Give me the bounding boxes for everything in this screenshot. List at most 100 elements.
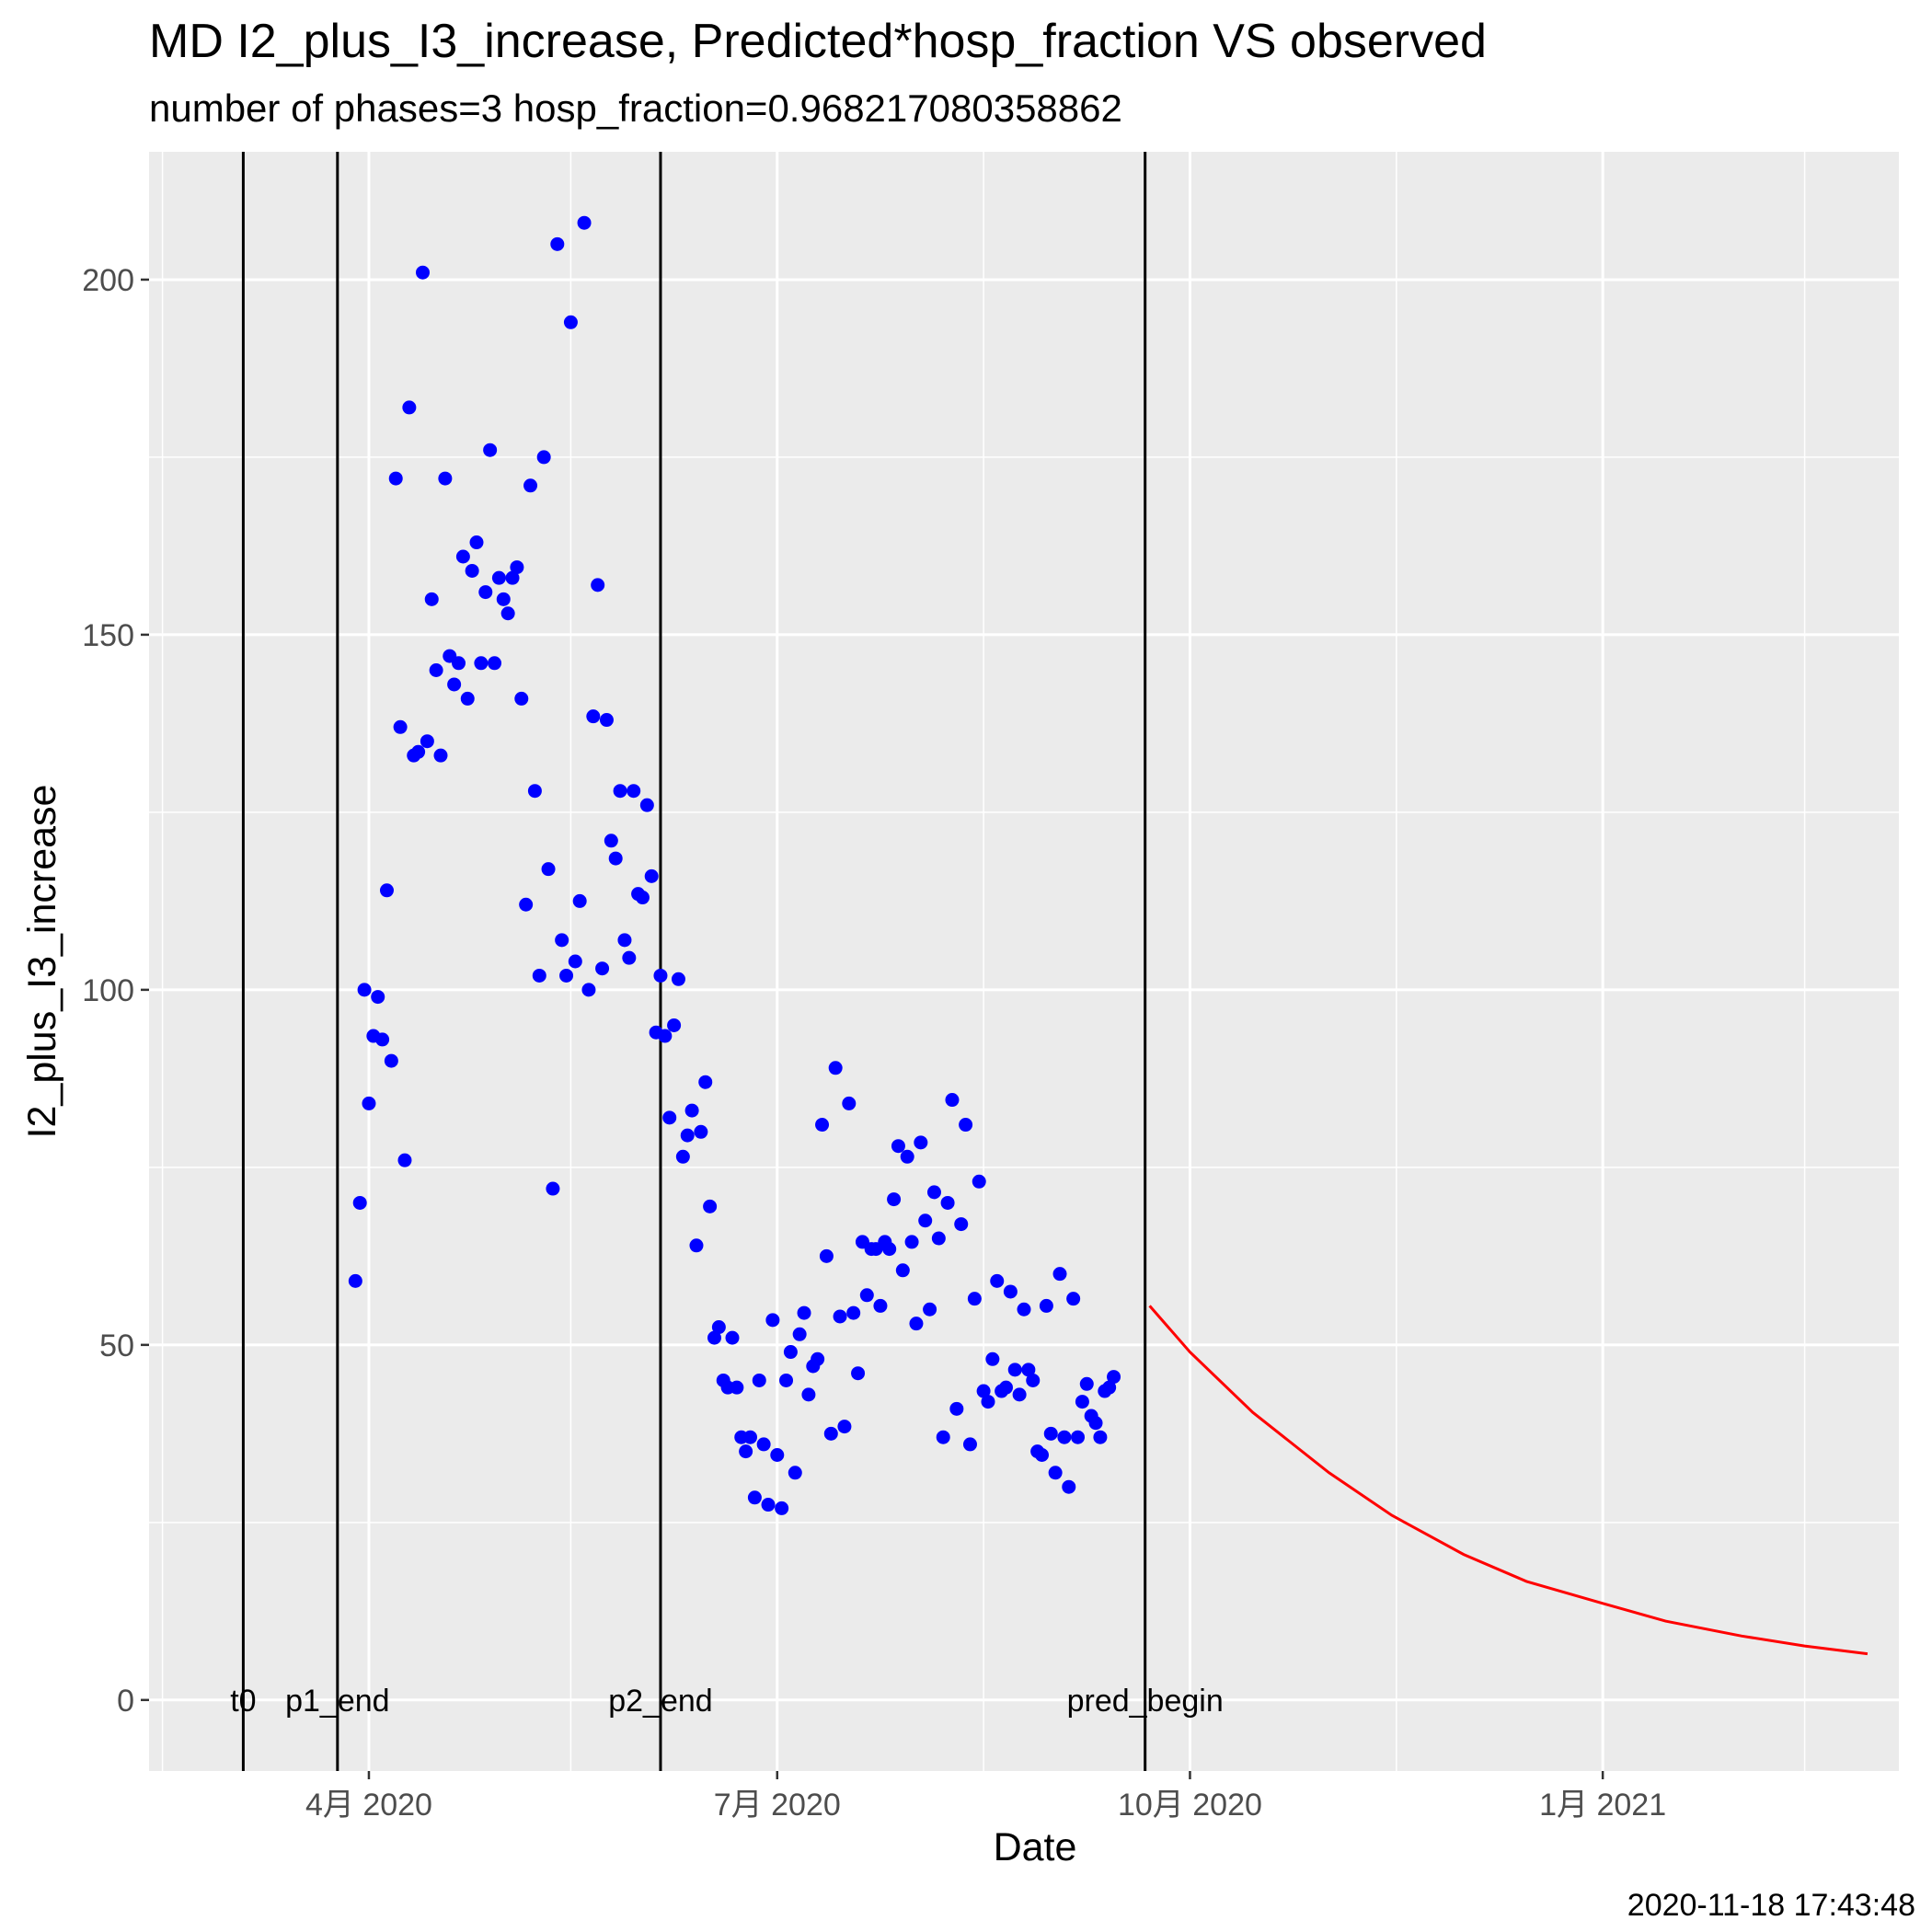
observed-point <box>792 1327 807 1341</box>
observed-point <box>931 1231 946 1246</box>
y-tick-label: 200 <box>82 263 134 298</box>
observed-point <box>765 1313 780 1328</box>
observed-point <box>926 1185 941 1200</box>
observed-point <box>837 1420 852 1434</box>
observed-point <box>348 1273 362 1288</box>
observed-point <box>761 1498 776 1512</box>
observed-point <box>703 1199 718 1213</box>
observed-point <box>424 592 439 606</box>
observed-point <box>730 1380 744 1395</box>
observed-point <box>959 1118 973 1133</box>
observed-point <box>438 471 453 486</box>
observed-point <box>357 983 372 997</box>
observed-point <box>591 578 605 592</box>
observed-point <box>1026 1373 1041 1387</box>
vertical-lines: t0 p1_end p2_end pred_begin <box>230 152 1224 1771</box>
observed-point <box>1048 1466 1063 1480</box>
observed-point <box>667 1018 682 1032</box>
observed-point <box>429 663 443 678</box>
observed-point <box>698 1075 713 1089</box>
y-tick-label: 100 <box>82 973 134 1008</box>
observed-point <box>783 1345 798 1360</box>
observed-point <box>846 1305 861 1320</box>
observed-point <box>1093 1430 1108 1444</box>
observed-point <box>653 968 668 983</box>
observed-point <box>577 215 592 230</box>
observed-point <box>945 1093 960 1108</box>
observed-point <box>491 570 506 585</box>
observed-point <box>788 1466 802 1480</box>
observed-point <box>1007 1363 1022 1377</box>
observed-point <box>1075 1395 1089 1409</box>
observed-point <box>851 1366 866 1381</box>
observed-point <box>483 443 498 457</box>
observed-point <box>725 1330 740 1345</box>
observed-point <box>1079 1376 1094 1391</box>
observed-point <box>447 677 462 692</box>
observed-point <box>415 265 430 280</box>
observed-point <box>747 1490 762 1505</box>
observed-point <box>397 1153 412 1167</box>
observed-point <box>465 563 479 578</box>
observed-point <box>608 851 623 866</box>
observed-point <box>990 1273 1005 1288</box>
observed-point <box>455 549 470 564</box>
observed-point <box>595 961 610 976</box>
observed-point <box>694 1124 708 1139</box>
observed-point <box>981 1395 995 1409</box>
x-axis-label: Date <box>994 1825 1077 1869</box>
observed-point <box>967 1292 982 1306</box>
observed-point <box>635 891 650 905</box>
observed-point <box>1066 1292 1081 1306</box>
observed-point <box>568 954 582 969</box>
observed-point <box>828 1061 843 1075</box>
chart-title: MD I2_plus_I3_increase, Predicted*hosp_f… <box>149 15 1487 68</box>
observed-point <box>895 1263 910 1278</box>
observed-point <box>550 236 565 251</box>
observed-point <box>962 1437 977 1452</box>
observed-point <box>523 478 538 493</box>
observed-point <box>1062 1479 1076 1494</box>
event-line-label: p2_end <box>608 1684 712 1719</box>
observed-point <box>510 560 524 575</box>
observed-point <box>1071 1430 1086 1444</box>
observed-point <box>801 1387 816 1402</box>
observed-point <box>617 933 632 948</box>
observed-point <box>1012 1387 1027 1402</box>
y-tick-label: 0 <box>117 1684 134 1719</box>
observed-point <box>1035 1447 1050 1462</box>
observed-point <box>873 1298 888 1313</box>
x-tick-label: 1月 2021 <box>1539 1788 1666 1823</box>
observed-point <box>976 1384 991 1398</box>
observed-point <box>823 1426 838 1441</box>
observed-point <box>711 1320 726 1335</box>
observed-point <box>1052 1267 1067 1282</box>
observed-point <box>909 1317 924 1331</box>
observed-point <box>371 990 385 1005</box>
observed-point <box>1107 1370 1121 1385</box>
observed-point <box>756 1437 771 1452</box>
observed-point <box>514 691 529 706</box>
observed-point <box>1003 1284 1018 1299</box>
observed-point <box>379 883 394 898</box>
observed-point <box>743 1430 758 1444</box>
observed-point <box>940 1195 955 1210</box>
observed-point <box>639 798 654 812</box>
observed-point <box>384 1053 398 1068</box>
observed-point <box>622 950 637 965</box>
observed-point <box>572 893 587 908</box>
observed-point <box>500 606 515 621</box>
chart-subtitle: number of phases=3 hosp_fraction=0.96821… <box>149 86 1122 130</box>
observed-point <box>936 1430 950 1444</box>
observed-point <box>1102 1380 1117 1395</box>
observed-point <box>402 400 417 415</box>
observed-point <box>411 744 426 759</box>
observed-point <box>819 1248 834 1263</box>
observed-point <box>555 933 569 948</box>
observed-point <box>658 1029 673 1043</box>
observed-point <box>519 897 534 912</box>
observed-point <box>998 1380 1013 1395</box>
observed-point <box>842 1096 857 1110</box>
plot-background <box>149 152 1899 1771</box>
observed-point <box>949 1401 964 1416</box>
